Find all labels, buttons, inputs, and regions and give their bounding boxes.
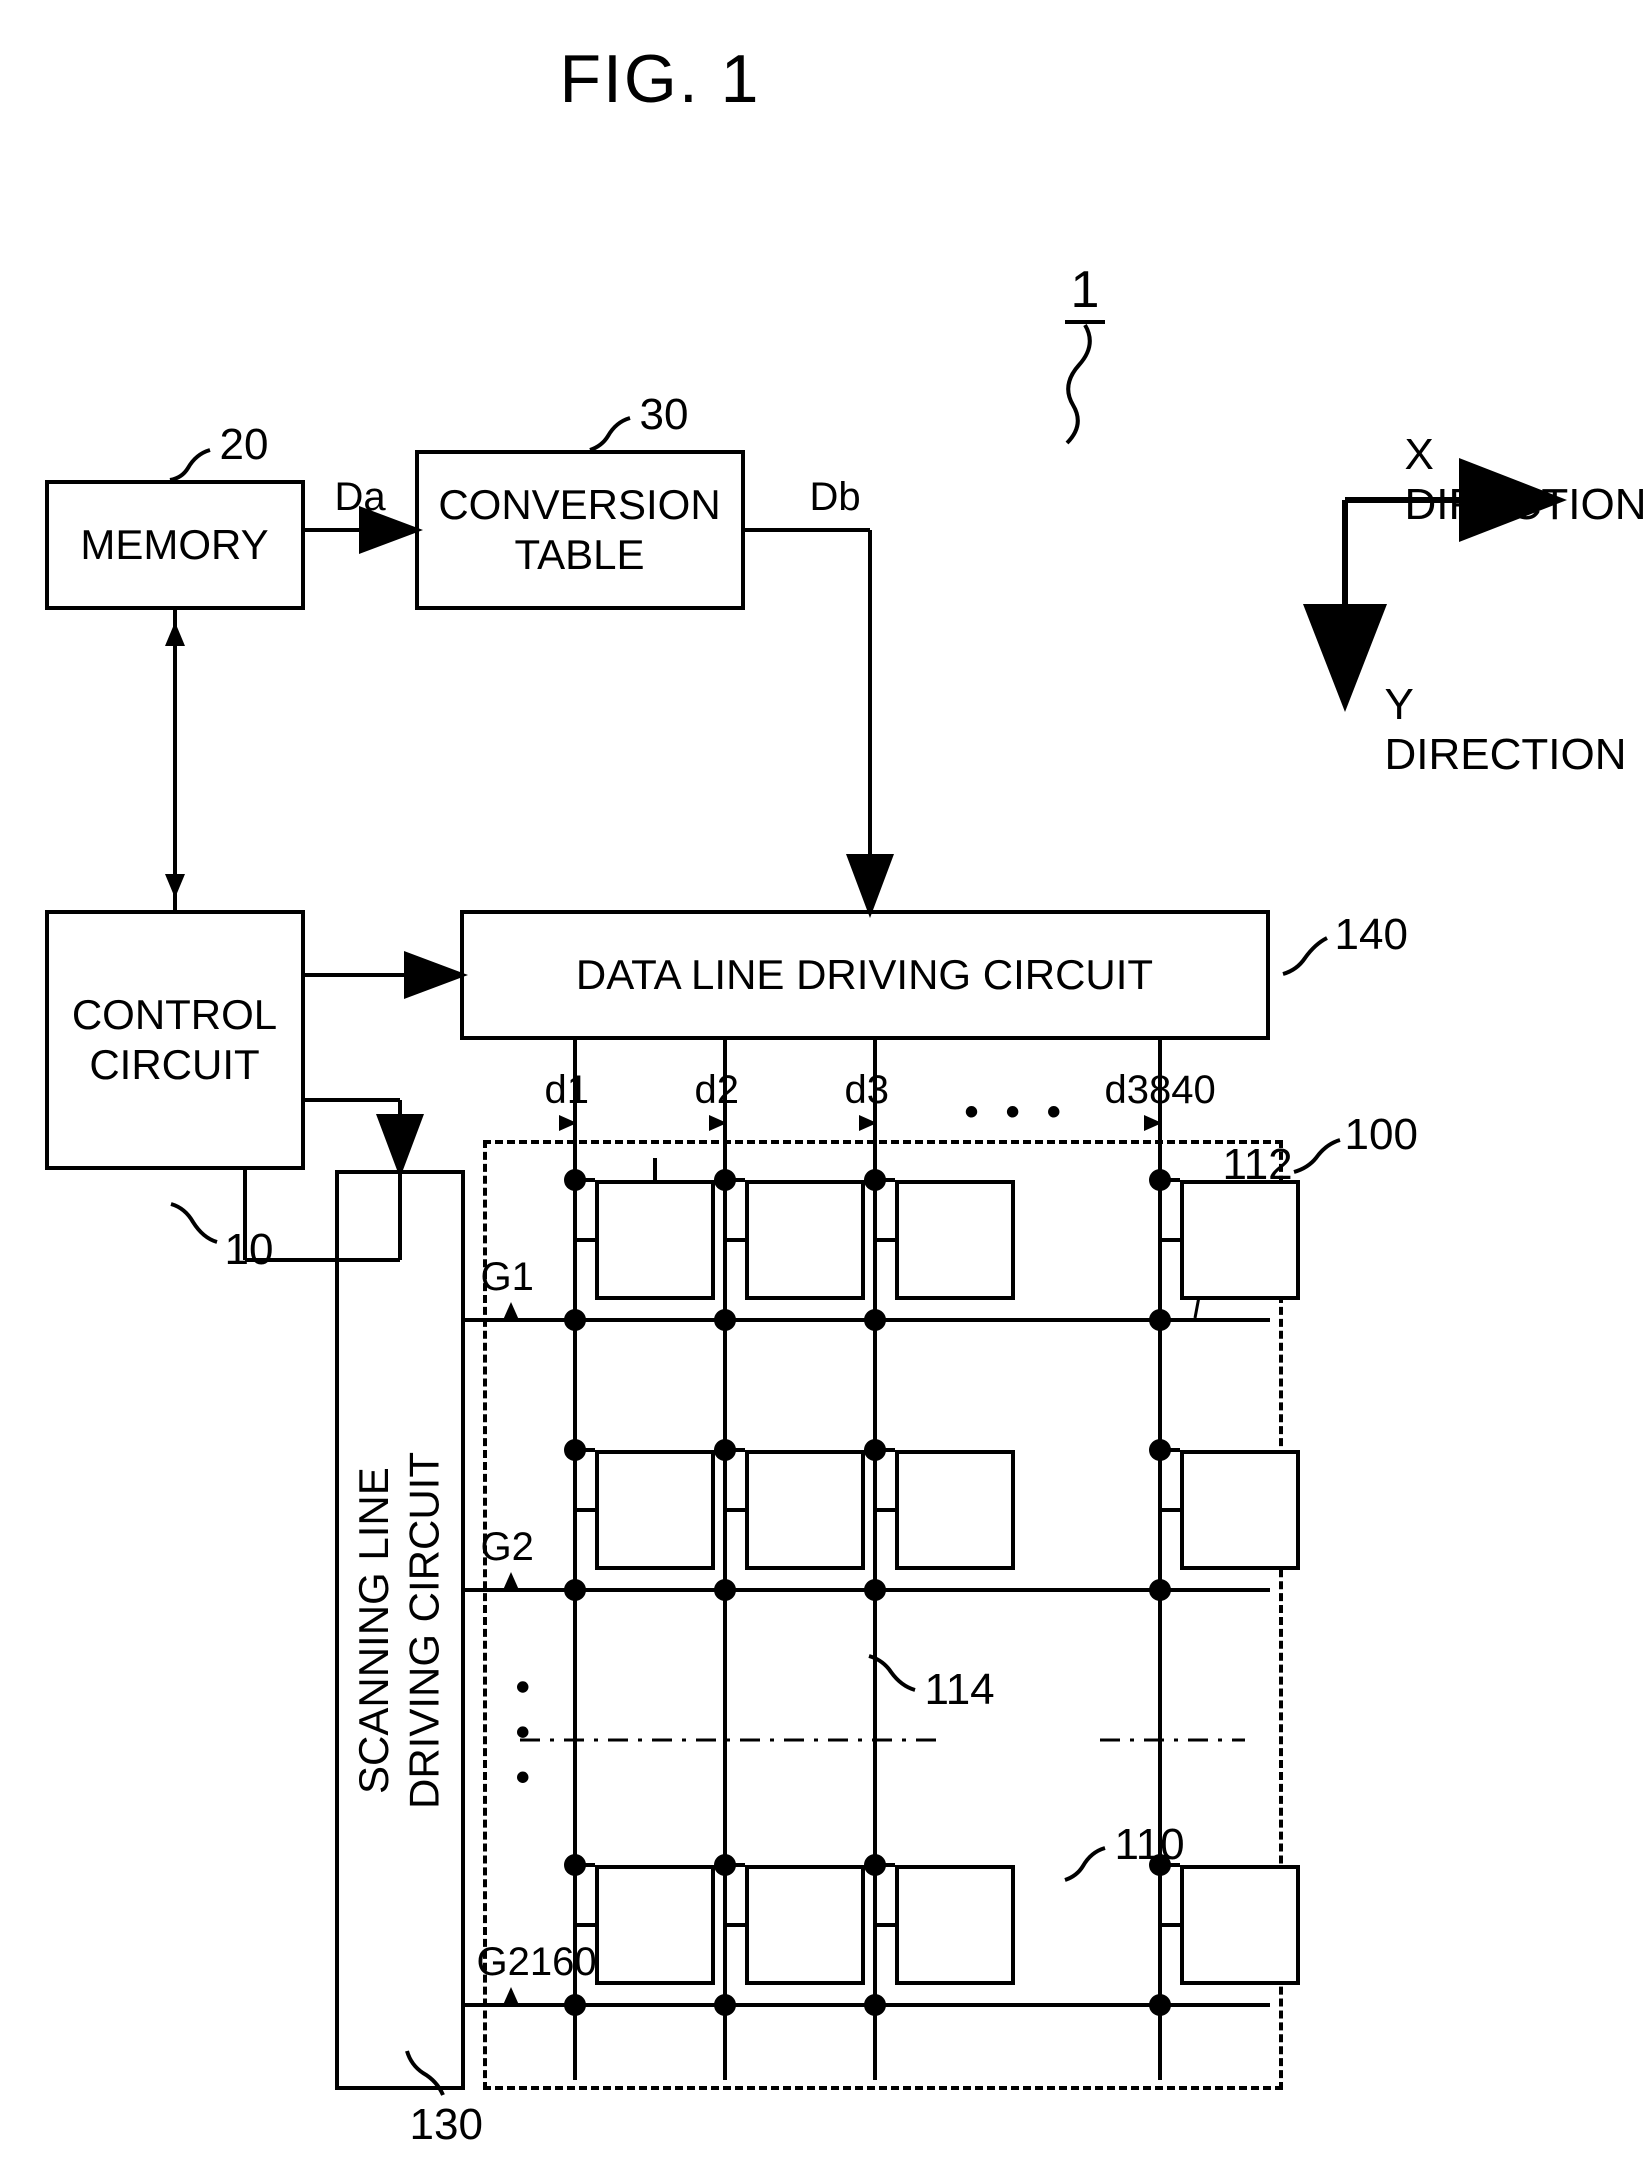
- conversion-block: CONVERSION TABLE: [415, 450, 745, 610]
- pixel: [595, 1450, 715, 1570]
- pixel: [1180, 1865, 1300, 1985]
- pixel: [745, 1450, 865, 1570]
- data-ellipsis: • • •: [965, 1090, 1069, 1135]
- data-line-ref: 114: [925, 1665, 995, 1715]
- pixel: [595, 1180, 715, 1300]
- pixel: [1180, 1180, 1300, 1300]
- device-ref: 1: [1065, 260, 1106, 324]
- signal-db: Db: [810, 475, 861, 520]
- data-driver-label: DATA LINE DRIVING CIRCUIT: [576, 950, 1153, 1000]
- display-ref: 100: [1345, 1110, 1418, 1160]
- signal-da: Da: [335, 475, 386, 520]
- scan-ellipsis: • • •: [500, 1680, 545, 1794]
- figure-1: FIG. 1 1 MEMORY 20 CONTROL CIRCUIT 10 CO…: [45, 40, 1605, 2120]
- conversion-label: CONVERSION TABLE: [438, 480, 720, 581]
- memory-label: MEMORY: [80, 520, 268, 570]
- scan-label-g2160: G2160: [477, 1940, 597, 1985]
- control-label: CONTROL CIRCUIT: [72, 990, 277, 1091]
- data-label-d3840: d3840: [1105, 1068, 1216, 1113]
- x-axis-label: X DIRECTION: [1405, 430, 1647, 530]
- scan-label-g1: G1: [481, 1255, 534, 1300]
- pixel: [745, 1180, 865, 1300]
- pixel: [895, 1450, 1015, 1570]
- pixel-ref: 110: [1115, 1820, 1185, 1870]
- data-driver-block: DATA LINE DRIVING CIRCUIT: [460, 910, 1270, 1040]
- y-axis-label: Y DIRECTION: [1385, 680, 1627, 780]
- control-ref: 10: [225, 1225, 274, 1275]
- pixel: [895, 1180, 1015, 1300]
- data-label-d1: d1: [545, 1068, 590, 1113]
- pixel: [895, 1865, 1015, 1985]
- memory-block: MEMORY: [45, 480, 305, 610]
- conversion-ref: 30: [640, 390, 689, 440]
- scan-driver-ref: 130: [410, 2100, 483, 2150]
- pixel: [595, 1865, 715, 1985]
- memory-ref: 20: [220, 420, 269, 470]
- data-label-d3: d3: [845, 1068, 890, 1113]
- scan-driver-label: SCANNING LINE DRIVING CIRCUIT: [349, 1452, 450, 1809]
- figure-title: FIG. 1: [560, 40, 761, 118]
- scan-driver-block: SCANNING LINE DRIVING CIRCUIT: [335, 1170, 465, 2090]
- data-driver-ref: 140: [1335, 910, 1408, 960]
- scan-label-g2: G2: [481, 1525, 534, 1570]
- control-block: CONTROL CIRCUIT: [45, 910, 305, 1170]
- data-label-d2: d2: [695, 1068, 740, 1113]
- pixel: [1180, 1450, 1300, 1570]
- pixel: [745, 1865, 865, 1985]
